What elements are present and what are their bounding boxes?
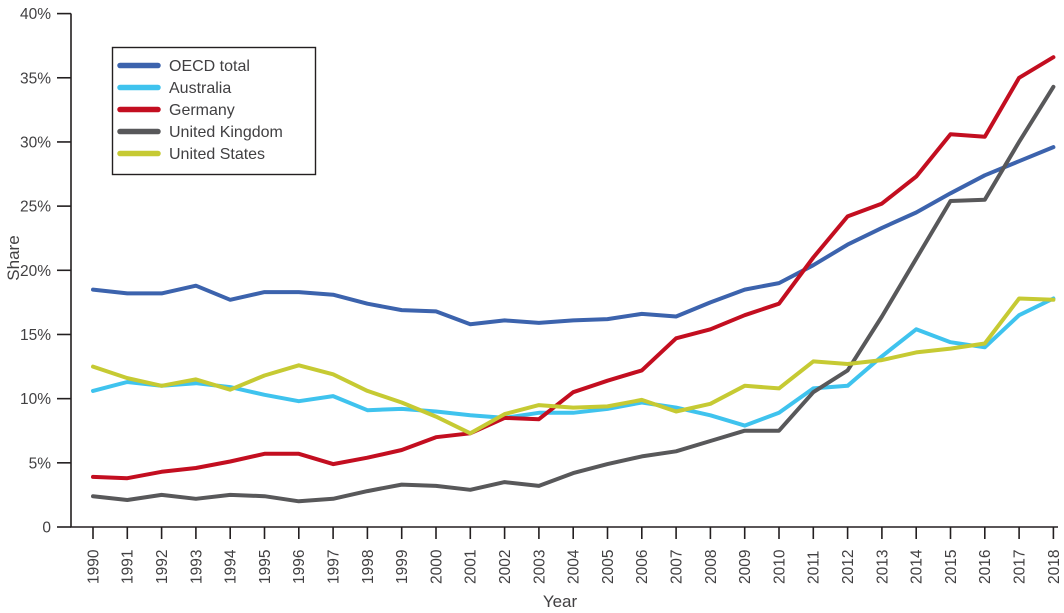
x-tick-label: 2002 xyxy=(497,550,514,584)
legend-item-united-states: United States xyxy=(117,146,265,163)
x-tick-label: 1998 xyxy=(360,550,377,584)
series-lines xyxy=(91,55,1056,504)
x-tick-label: 1992 xyxy=(154,550,171,584)
y-tick-label: 10% xyxy=(20,391,51,408)
legend-label: Germany xyxy=(169,102,235,119)
x-tick-label: 2018 xyxy=(1046,550,1063,584)
x-tick-label: 1990 xyxy=(85,549,102,584)
x-axis-ticks: 1990 1991 1992 1993 1994 1995 1996 1997 1998 1999… xyxy=(85,527,1063,584)
series-line-oecd-total xyxy=(91,145,1056,327)
legend-label: Australia xyxy=(169,80,231,97)
y-tick-label: 35% xyxy=(20,70,51,87)
y-tick-label: 40% xyxy=(20,6,51,23)
x-tick-label: 2014 xyxy=(909,549,926,584)
x-tick-label: 2011 xyxy=(806,551,823,584)
x-tick-label: 2000 xyxy=(428,549,445,584)
x-tick-label: 2012 xyxy=(840,550,857,584)
series-line-australia xyxy=(91,296,1056,428)
x-tick-label: 2005 xyxy=(600,550,617,584)
x-tick-label: 2001 xyxy=(463,550,480,584)
x-tick-label: 1996 xyxy=(291,550,308,584)
series-line-united-states xyxy=(91,296,1056,436)
legend-item-oecd-total: OECD total xyxy=(117,58,250,75)
x-tick-label: 1993 xyxy=(188,550,205,584)
y-tick-label: 20% xyxy=(20,263,51,280)
x-tick-label: 2007 xyxy=(669,550,686,584)
x-tick-label: 1999 xyxy=(394,550,411,584)
x-tick-label: 2016 xyxy=(977,550,994,584)
x-tick-label: 1997 xyxy=(326,550,343,584)
legend: OECD total Australia Germany United Kingdom… xyxy=(111,46,317,176)
legend-label: United States xyxy=(169,146,265,163)
legend-label: United Kingdom xyxy=(169,124,283,141)
x-tick-label: 2010 xyxy=(771,549,788,584)
y-tick-label: 15% xyxy=(20,327,51,344)
x-tick-label: 2017 xyxy=(1012,550,1029,584)
y-tick-label: 25% xyxy=(20,199,51,216)
x-tick-label: 1991 xyxy=(120,550,137,584)
series-line-united-kingdom xyxy=(91,84,1056,504)
legend-label: OECD total xyxy=(169,58,250,75)
y-tick-label: 30% xyxy=(20,134,51,151)
series-line-germany xyxy=(91,55,1056,481)
x-tick-label: 2013 xyxy=(874,550,891,584)
y-tick-label: 5% xyxy=(29,455,52,472)
x-tick-label: 2015 xyxy=(943,550,960,584)
x-tick-label: 2009 xyxy=(737,550,754,584)
legend-item-germany: Germany xyxy=(117,102,235,119)
x-tick-label: 2004 xyxy=(566,549,583,584)
y-axis-ticks: 0 5% 10% 15% 20% 25% 30% 35% 40% xyxy=(20,6,71,537)
y-tick-label: 0 xyxy=(42,520,51,537)
x-axis-title: Year xyxy=(543,592,578,611)
y-axis-title: Share xyxy=(4,235,23,280)
legend-item-united-kingdom: United Kingdom xyxy=(117,124,283,141)
x-tick-label: 2008 xyxy=(703,550,720,584)
x-tick-label: 1995 xyxy=(257,550,274,584)
legend-item-australia: Australia xyxy=(117,80,231,97)
x-tick-label: 2006 xyxy=(634,550,651,584)
x-tick-label: 1994 xyxy=(223,549,240,584)
x-tick-label: 2003 xyxy=(531,550,548,584)
